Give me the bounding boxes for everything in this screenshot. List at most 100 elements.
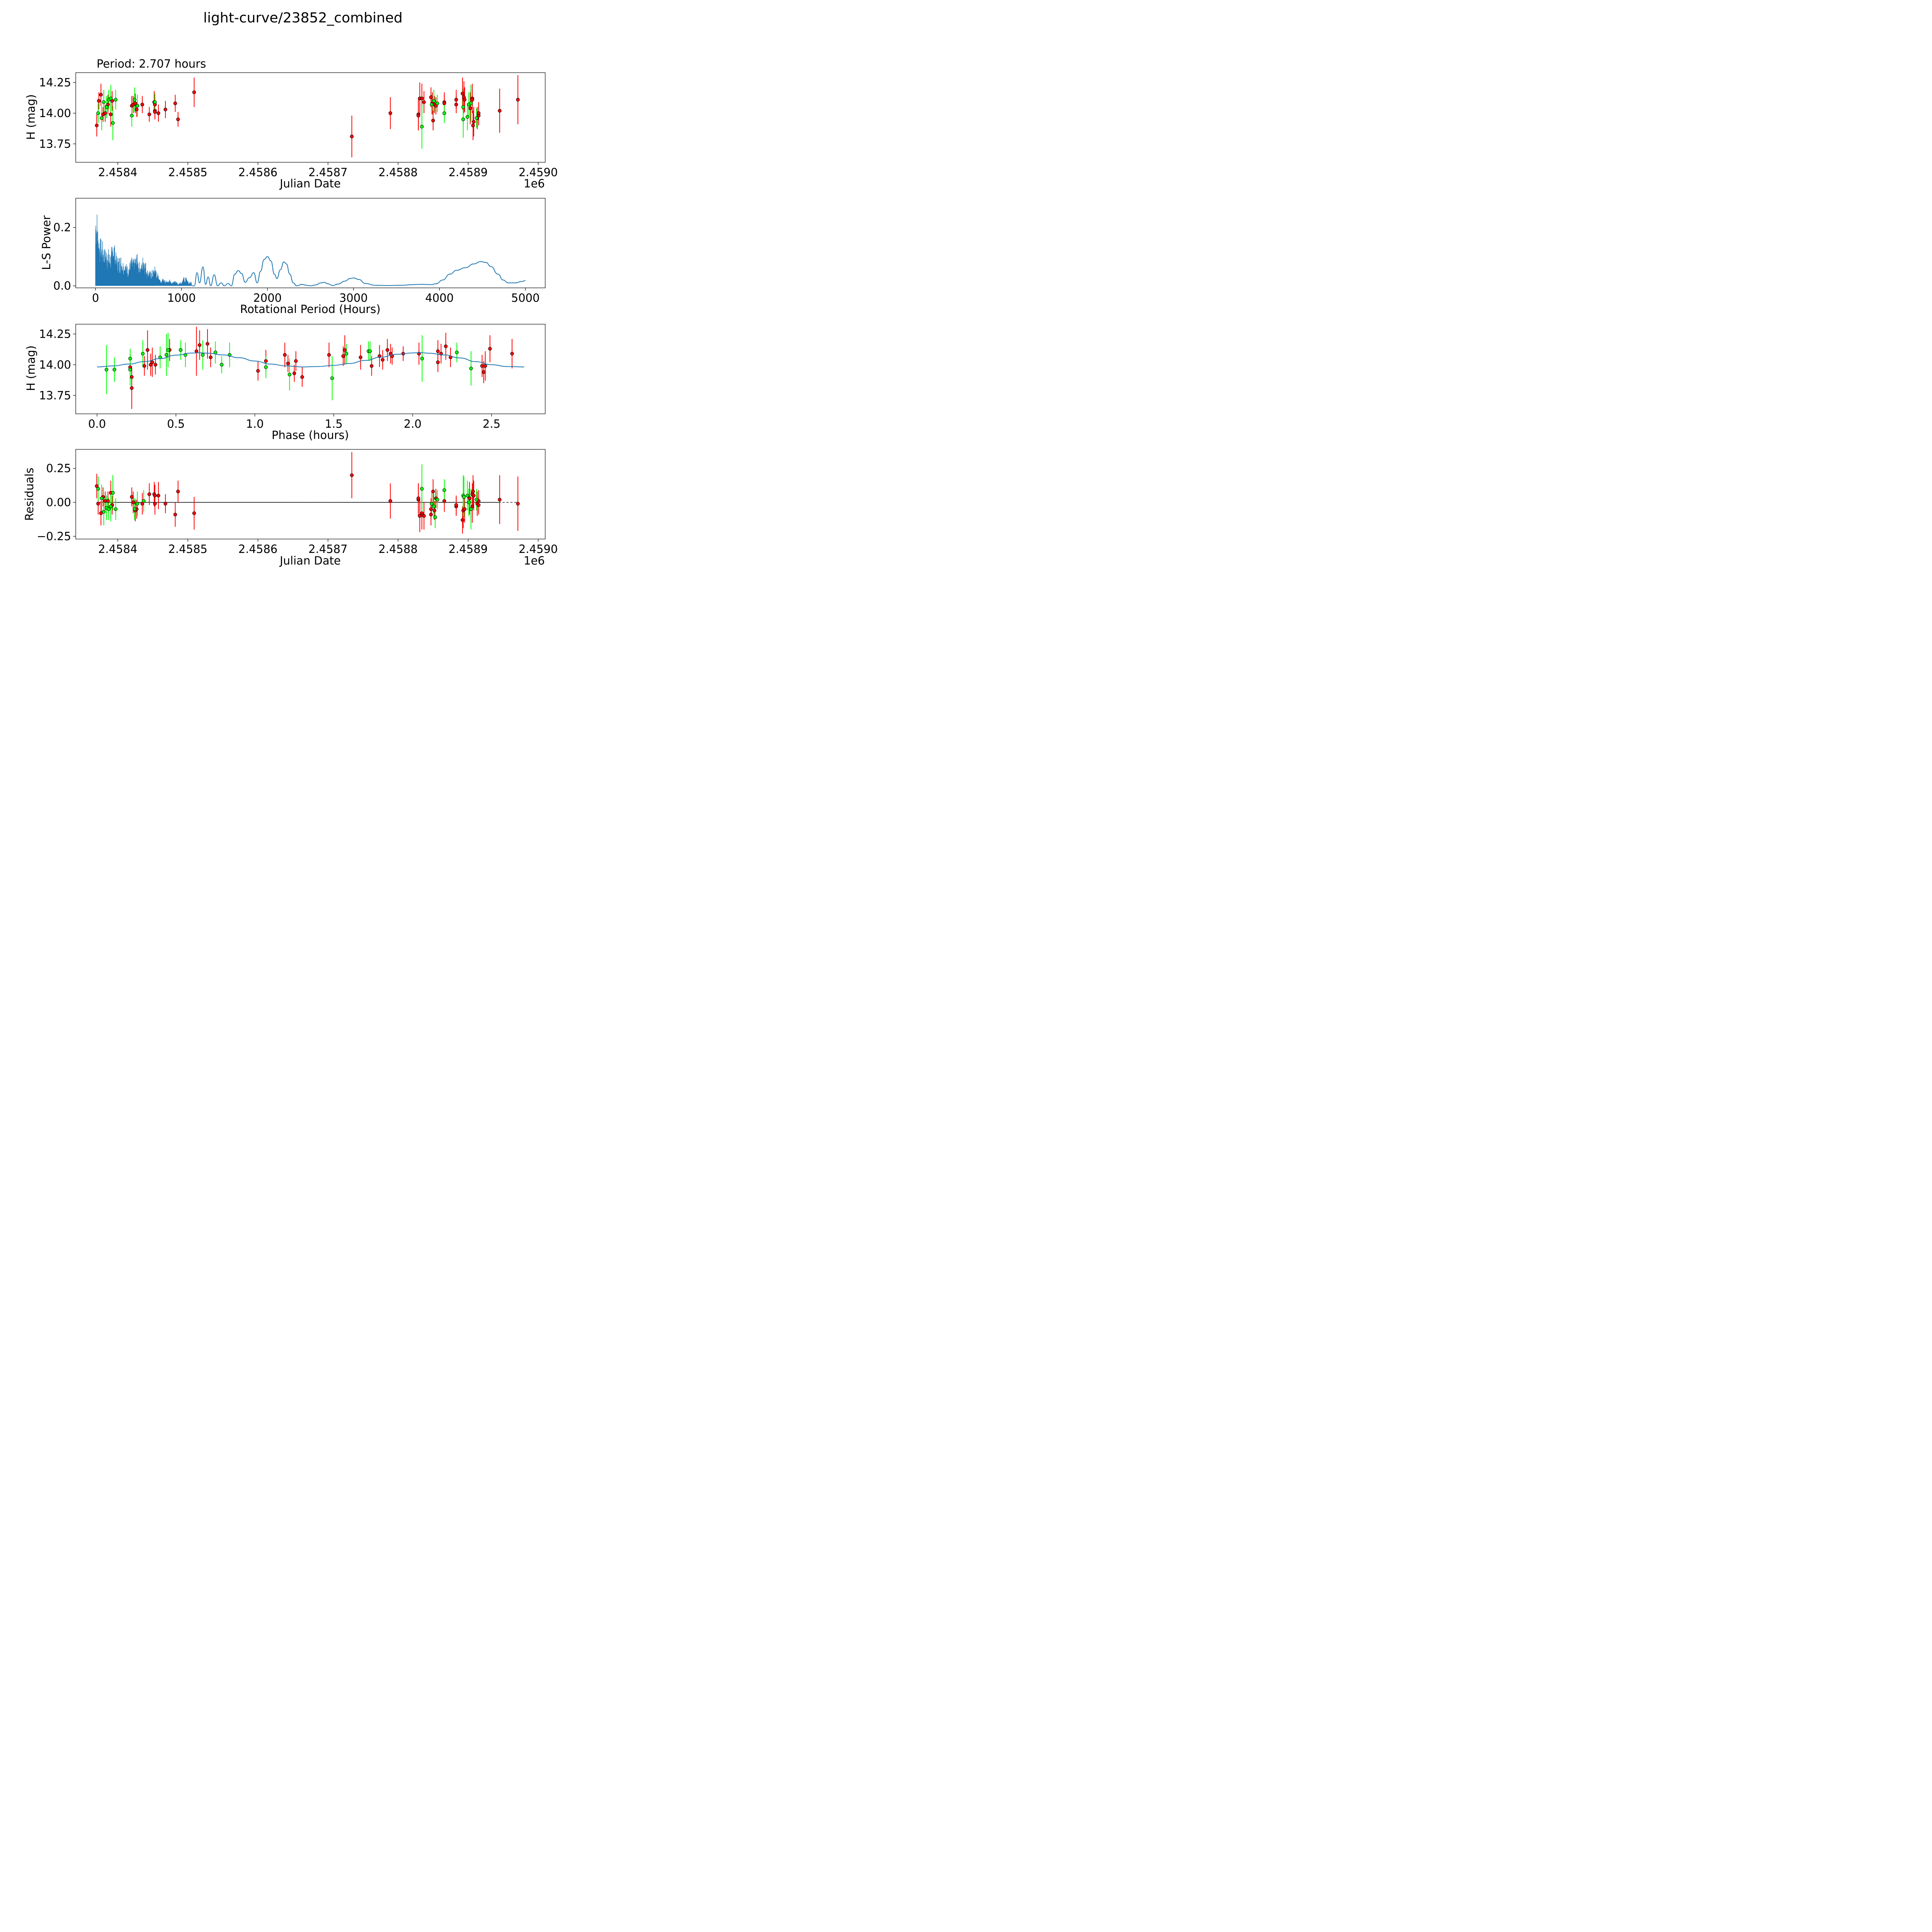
residuals-point-red xyxy=(163,502,167,506)
residuals-point-red xyxy=(420,511,424,515)
period-label: Period: 2.707 hours xyxy=(97,57,206,70)
phased-point-red xyxy=(327,353,331,357)
residuals-frame xyxy=(75,449,546,539)
residuals-point-green xyxy=(435,498,439,502)
phased-ytick-label: 14.00 xyxy=(39,358,71,371)
phased-ylabel: H (mag) xyxy=(24,345,37,391)
lightcurve-point-green xyxy=(420,125,424,129)
residuals-point-green xyxy=(142,499,146,503)
figure-title: light-curve/23852_combined xyxy=(203,10,403,26)
lightcurve-point-red xyxy=(176,117,180,121)
residuals-point-red xyxy=(472,493,476,498)
phased-xtick-label: 0.0 xyxy=(88,417,106,430)
residuals-point-green xyxy=(96,487,100,491)
lightcurve-xtick-label: 2.4587 xyxy=(308,166,347,179)
phased-point-red xyxy=(300,375,304,379)
residuals-point-red xyxy=(147,492,151,496)
lightcurve-point-red xyxy=(388,111,392,115)
residuals-ylabel: Residuals xyxy=(23,468,36,521)
lightcurve-point-red xyxy=(103,111,107,115)
phased-xlabel: Phase (hours) xyxy=(272,429,349,442)
residuals-point-green xyxy=(469,507,473,511)
lightcurve-panel: Julian Date H (mag) 1e6 2.4584 2.4585 2.45… xyxy=(24,72,558,190)
phased-point-green xyxy=(455,350,459,354)
lightcurve-point-green xyxy=(435,101,439,105)
residuals-xtick-label: 2.4586 xyxy=(238,543,277,556)
residuals-ytick-label: 0.25 xyxy=(46,462,71,475)
phased-point-green xyxy=(344,352,349,355)
periodogram-spikes xyxy=(95,214,192,286)
phased-point-red xyxy=(370,364,374,368)
lightcurve-point-red xyxy=(468,106,472,110)
residuals-point-red xyxy=(350,473,354,477)
periodogram-ytick-label: 0.0 xyxy=(53,279,71,293)
residuals-point-green xyxy=(111,491,115,495)
periodogram-xtick-label: 2000 xyxy=(253,291,282,304)
residuals-point-red xyxy=(388,499,392,503)
lightcurve-point-green xyxy=(461,105,465,109)
residuals-point-red xyxy=(468,496,471,500)
residuals-panel: Julian Date Residuals 1e6 2.4584 2.4585 2.… xyxy=(23,449,558,567)
phased-point-green xyxy=(287,372,292,377)
phased-point-green xyxy=(128,367,132,372)
residuals-point-red xyxy=(130,495,134,499)
periodogram-panel: Rotational Period (Hours) L-S Power 0 100… xyxy=(40,198,546,316)
residuals-point-red xyxy=(156,493,160,498)
phased-point-green xyxy=(220,363,224,367)
lightcurve-point-green xyxy=(114,98,118,102)
lightcurve-point-red xyxy=(498,109,502,113)
phased-xtick-label: 2.0 xyxy=(404,417,422,430)
phased-point-green xyxy=(112,367,116,372)
phased-point-green xyxy=(330,376,334,380)
lightcurve-point-red xyxy=(97,99,101,103)
lightcurve-point-green xyxy=(466,115,469,119)
lightcurve-point-green xyxy=(133,98,137,102)
residuals-point-red xyxy=(477,503,481,507)
lightcurve-point-red xyxy=(350,134,354,138)
lightcurve-frame xyxy=(75,72,546,163)
residuals-point-red xyxy=(153,493,157,498)
lightcurve-xtick-label: 2.4589 xyxy=(449,166,488,179)
phased-point-green xyxy=(469,366,473,371)
residuals-point-red xyxy=(442,499,446,503)
residuals-point-red xyxy=(429,507,433,511)
lightcurve-point-red xyxy=(471,123,475,128)
residuals-point-red xyxy=(106,499,110,503)
phased-point-green xyxy=(264,365,268,369)
phased-xtick-label: 1.0 xyxy=(246,417,264,430)
phased-point-red xyxy=(381,358,385,362)
phased-point-green xyxy=(179,348,183,352)
residuals-point-red xyxy=(431,490,435,493)
phased-point-red xyxy=(153,363,157,367)
lightcurve-point-red xyxy=(95,123,99,128)
residuals-point-red xyxy=(192,511,196,515)
lightcurve-point-red xyxy=(133,101,137,105)
residuals-ytick-label: 0.00 xyxy=(46,496,71,509)
residuals-point-red xyxy=(516,502,520,506)
phased-point-green xyxy=(104,367,109,372)
lightcurve-xtick-label: 2.4590 xyxy=(519,166,558,179)
phased-panel: Phase (hours) H (mag) 0.0 0.5 1.0 1.5 2.0 2.5… xyxy=(24,324,546,442)
residuals-point-green xyxy=(135,502,139,506)
residuals-xtick-label: 2.4584 xyxy=(98,543,137,556)
residuals-point-red xyxy=(461,518,464,522)
lightcurve-point-green xyxy=(432,99,436,103)
periodogram-xlabel: Rotational Period (Hours) xyxy=(240,303,381,316)
phased-xtick-label: 0.5 xyxy=(167,417,185,430)
phased-point-green xyxy=(420,357,424,361)
phased-point-red xyxy=(142,364,146,368)
lightcurve-point-red xyxy=(429,95,433,99)
phased-point-red xyxy=(130,375,134,379)
residuals-offset-label: 1e6 xyxy=(524,554,545,567)
residuals-point-red xyxy=(429,513,433,517)
phased-point-red xyxy=(292,371,296,375)
lightcurve-point-red xyxy=(472,120,476,124)
residuals-xtick-label: 2.4587 xyxy=(308,543,347,556)
residuals-point-green xyxy=(432,504,436,509)
phased-point-red xyxy=(294,359,298,363)
phased-point-red xyxy=(283,353,287,357)
lightcurve-point-green xyxy=(100,116,104,120)
phased-frame xyxy=(75,324,546,414)
residuals-point-red xyxy=(418,514,422,518)
phased-point-green xyxy=(166,348,170,352)
